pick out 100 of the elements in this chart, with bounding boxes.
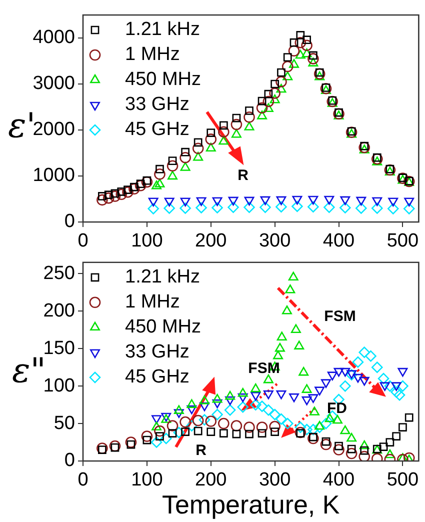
point (174, 405, 184, 414)
point (205, 134, 217, 145)
legend-label: 1 MHz (125, 44, 180, 66)
point (334, 110, 344, 120)
y-tick-label: 4000 (32, 27, 75, 48)
point (174, 409, 184, 418)
point (194, 426, 202, 436)
point (274, 342, 285, 352)
point (308, 196, 318, 205)
point (283, 53, 292, 62)
point (309, 406, 320, 416)
point (282, 305, 292, 314)
point (160, 432, 172, 444)
x-tick-label: 100 (131, 230, 163, 252)
point (324, 413, 335, 422)
legend-label: 33 GHz (125, 342, 190, 363)
point (308, 432, 319, 444)
point (256, 102, 268, 114)
point (180, 198, 190, 206)
point (154, 178, 165, 188)
point (230, 118, 242, 130)
x-tick-label: 400 (322, 470, 355, 491)
point (276, 390, 286, 400)
legend-label: 33 GHz (125, 94, 190, 116)
point (166, 420, 178, 432)
y-tick-label: 250 (43, 262, 75, 284)
point (372, 197, 382, 206)
point (290, 324, 301, 333)
point (212, 399, 222, 408)
point (186, 420, 198, 432)
legend-label: 45 GHz (125, 366, 190, 388)
point (314, 420, 325, 430)
x-tick-label: 500 (386, 470, 419, 491)
point (128, 183, 140, 195)
point (258, 96, 266, 106)
point (98, 446, 106, 454)
point (238, 388, 248, 397)
point (359, 440, 370, 450)
point (308, 58, 318, 66)
point (308, 424, 319, 436)
point (332, 414, 342, 424)
point (164, 198, 174, 206)
point (340, 196, 350, 206)
point (334, 442, 343, 450)
point (193, 152, 204, 161)
point (394, 389, 406, 401)
point (250, 392, 261, 401)
legend-label: 450 MHz (125, 316, 202, 338)
point (379, 442, 388, 451)
point (352, 356, 364, 368)
x-tick-label: 200 (195, 470, 227, 491)
point (212, 408, 223, 420)
point (327, 372, 338, 380)
point (387, 203, 399, 214)
point (294, 36, 306, 48)
point (359, 144, 370, 154)
x-tick-label: 0 (78, 470, 88, 491)
point (386, 438, 394, 446)
point (238, 393, 248, 402)
x-tick-label: 100 (131, 470, 163, 491)
point (230, 420, 242, 432)
point (244, 122, 254, 130)
point (206, 428, 216, 436)
point (314, 386, 325, 396)
point (322, 437, 330, 446)
point (340, 202, 351, 214)
x-tick-label: 400 (322, 230, 355, 252)
point (296, 31, 305, 40)
point (282, 60, 294, 72)
legend-label: 1 MHz (125, 292, 180, 313)
point (352, 374, 363, 383)
point (288, 45, 300, 57)
point (263, 374, 274, 384)
y-tick-label: 100 (43, 375, 75, 396)
point (324, 196, 334, 205)
point (371, 362, 383, 373)
point (225, 390, 236, 400)
legend-label: 45 GHz (125, 119, 190, 140)
point (186, 399, 197, 408)
point (347, 444, 356, 454)
point (206, 142, 216, 152)
point (346, 448, 358, 460)
point (276, 413, 287, 425)
point (245, 106, 254, 115)
x-tick-label: 300 (258, 470, 291, 491)
point (315, 68, 324, 77)
point (360, 446, 369, 455)
point (308, 394, 318, 403)
point (356, 202, 367, 214)
y-tick-label: 50 (54, 412, 75, 434)
x-tick-label: 0 (78, 230, 88, 252)
point (136, 180, 145, 188)
point (276, 201, 287, 212)
point (290, 38, 298, 47)
point (404, 198, 414, 206)
point (156, 432, 164, 440)
point (200, 402, 210, 412)
x-tick-label: 300 (258, 230, 291, 252)
point (309, 51, 318, 60)
point (142, 436, 152, 444)
